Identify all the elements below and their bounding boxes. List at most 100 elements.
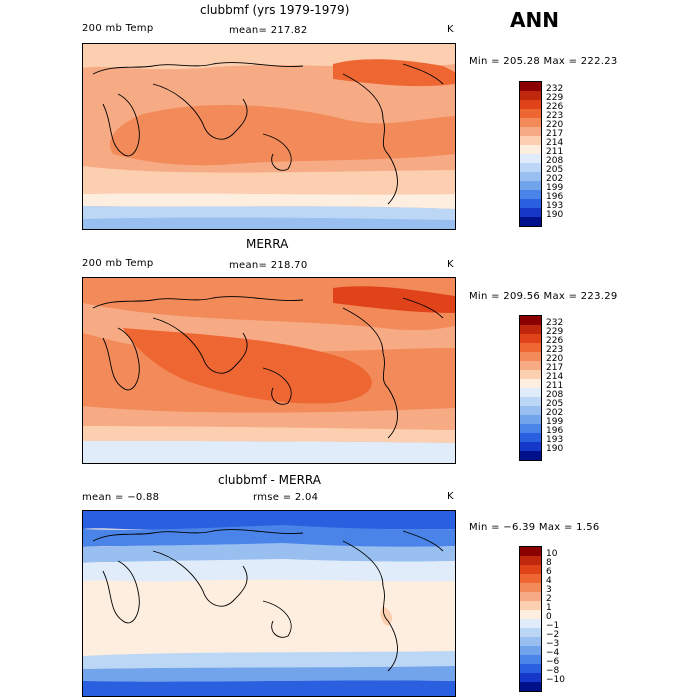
colorbar-swatch [520,118,541,127]
panel-2-map [82,277,456,464]
colorbar-tick-label: 220 [546,354,564,364]
panel-2-units: K [447,259,454,270]
colorbar-swatch [520,91,541,100]
colorbar-tick-label: −4 [546,648,560,658]
colorbar-tick-label: 202 [546,174,564,184]
colorbar-swatch [520,325,541,334]
panel-1-field-label: 200 mb Temp [82,23,154,34]
panel-3-minmax: Min = −6.39 Max = 1.56 [469,522,600,533]
panel-3-rmse: rmse = 2.04 [253,492,319,503]
colorbar-swatch [520,316,541,325]
colorbar-swatch [520,352,541,361]
colorbar-tick-label: −8 [546,666,560,676]
colorbar-tick-label: 217 [546,363,564,373]
colorbar-swatch [520,145,541,154]
colorbar-swatch [520,628,541,637]
colorbar-tick-label: −6 [546,657,560,667]
colorbar-swatch [520,682,541,691]
colorbar-swatch [520,217,541,226]
colorbar-swatch [520,556,541,565]
panel-2-field-label: 200 mb Temp [82,258,154,269]
colorbar-swatch [520,199,541,208]
season-label: ANN [510,8,559,32]
colorbar-swatch [520,610,541,619]
colorbar-swatch [520,433,541,442]
colorbar-tick-label: 196 [546,192,564,202]
colorbar-tick-label: 211 [546,381,564,391]
colorbar-swatch [520,370,541,379]
colorbar-swatch [520,601,541,610]
panel-3-map [82,510,456,697]
colorbar-swatch [520,109,541,118]
colorbar-swatch [520,388,541,397]
panel-1-title: clubbmf (yrs 1979-1979) [200,3,350,17]
colorbar-swatch [520,442,541,451]
colorbar-tick-label: 193 [546,201,564,211]
colorbar-swatch [520,397,541,406]
panel-1-mean: mean= 217.82 [229,25,308,36]
colorbar-tick-label: 190 [546,210,564,220]
panel-1-minmax: Min = 205.28 Max = 222.23 [469,56,618,67]
colorbar-tick-label: 3 [546,585,552,595]
colorbar-swatch [520,190,541,199]
colorbar-swatch [520,424,541,433]
colorbar-swatch [520,100,541,109]
colorbar-swatch [520,673,541,682]
panel-2-title: MERRA [246,237,289,251]
panel-3-title: clubbmf - MERRA [218,473,321,487]
colorbar-swatch [520,664,541,673]
colorbar-tick-label: 226 [546,336,564,346]
colorbar-tick-label: 196 [546,426,564,436]
colorbar-tick-label: −10 [546,675,565,685]
colorbar-tick-label: 4 [546,576,552,586]
colorbar-tick-label: 214 [546,372,564,382]
colorbar-swatch [520,154,541,163]
colorbar-tick-label: 1 [546,603,552,613]
colorbar-tick-label: 2 [546,594,552,604]
colorbar-swatch [520,583,541,592]
colorbar-swatch [520,415,541,424]
colorbar-tick-label: 226 [546,102,564,112]
colorbar-swatch [520,181,541,190]
colorbar-swatch [520,379,541,388]
panel-3-colorbar [519,546,542,692]
panel-3-units: K [447,491,454,502]
colorbar-swatch [520,163,541,172]
coastline-outline [92,529,444,672]
colorbar-tick-label: 0 [546,612,552,622]
panel-2-minmax: Min = 209.56 Max = 223.29 [469,291,618,302]
colorbar-swatch [520,574,541,583]
colorbar-tick-label: 8 [546,558,552,568]
colorbar-tick-label: 205 [546,165,564,175]
colorbar-swatch [520,547,541,556]
colorbar-tick-label: 217 [546,129,564,139]
coastline-outline [92,62,444,205]
colorbar-swatch [520,172,541,181]
colorbar-tick-label: −1 [546,621,560,631]
colorbar-swatch [520,592,541,601]
colorbar-swatch [520,646,541,655]
colorbar-tick-label: 229 [546,327,564,337]
coastline-outline [92,296,444,439]
colorbar-swatch [520,637,541,646]
colorbar-tick-label: 202 [546,408,564,418]
panel-1-colorbar [519,81,542,227]
colorbar-swatch [520,361,541,370]
colorbar-swatch [520,82,541,91]
colorbar-tick-label: 220 [546,120,564,130]
colorbar-tick-label: 10 [546,549,558,559]
panel-1-units: K [447,24,454,35]
colorbar-swatch [520,343,541,352]
colorbar-swatch [520,136,541,145]
colorbar-tick-label: 6 [546,567,552,577]
colorbar-tick-label: 190 [546,444,564,454]
colorbar-swatch [520,565,541,574]
colorbar-tick-label: 229 [546,93,564,103]
colorbar-swatch [520,655,541,664]
colorbar-swatch [520,451,541,460]
colorbar-tick-label: 232 [546,318,564,328]
colorbar-swatch [520,208,541,217]
panel-1-map [82,43,456,230]
colorbar-tick-label: 208 [546,390,564,400]
colorbar-tick-label: 223 [546,345,564,355]
